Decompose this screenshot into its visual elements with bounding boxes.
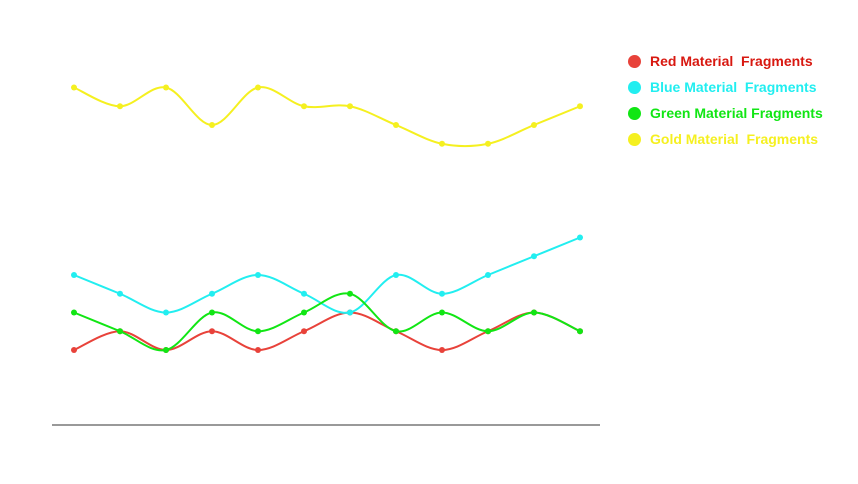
data-point-red-5[interactable] — [255, 347, 261, 353]
data-point-green-10[interactable] — [485, 328, 491, 335]
data-point-gold-2[interactable] — [117, 103, 123, 110]
data-point-gold-6[interactable] — [301, 103, 307, 110]
legend-marker-gold — [628, 132, 641, 146]
data-point-blue-1[interactable] — [71, 272, 77, 278]
data-point-green-2[interactable] — [117, 328, 123, 335]
data-point-green-6[interactable] — [301, 309, 307, 316]
series-line-blue — [73, 236, 581, 314]
data-point-blue-2[interactable] — [117, 290, 123, 297]
data-point-blue-3[interactable] — [163, 309, 169, 316]
data-point-gold-1[interactable] — [71, 84, 77, 91]
data-point-blue-7[interactable] — [347, 309, 353, 316]
data-point-gold-8[interactable] — [393, 122, 399, 128]
legend: Red Material Fragments Blue Material Fra… — [628, 48, 823, 152]
data-point-blue-11[interactable] — [531, 253, 537, 260]
legend-label-green: Green Material Fragments — [650, 105, 823, 121]
data-point-blue-6[interactable] — [301, 290, 307, 297]
data-point-gold-4[interactable] — [209, 122, 215, 128]
data-point-green-5[interactable] — [255, 328, 261, 335]
legend-item-gold[interactable]: Gold Material Fragments — [628, 126, 823, 152]
data-point-blue-12[interactable] — [577, 234, 583, 241]
data-point-green-8[interactable] — [393, 328, 399, 335]
data-point-blue-10[interactable] — [485, 272, 491, 278]
data-point-gold-5[interactable] — [255, 84, 261, 91]
data-point-green-3[interactable] — [163, 347, 169, 353]
data-point-gold-11[interactable] — [531, 122, 537, 128]
legend-label-gold: Gold Material Fragments — [650, 131, 819, 147]
data-point-blue-9[interactable] — [439, 290, 445, 297]
data-point-red-1[interactable] — [71, 347, 77, 353]
data-point-red-9[interactable] — [439, 347, 445, 353]
data-point-blue-8[interactable] — [393, 272, 399, 278]
data-point-green-1[interactable] — [71, 309, 77, 316]
legend-label-red: Red Material Fragments — [650, 53, 813, 69]
legend-marker-red — [628, 54, 641, 68]
data-point-red-4[interactable] — [209, 328, 215, 335]
data-point-gold-10[interactable] — [485, 140, 491, 147]
data-point-green-9[interactable] — [439, 309, 445, 316]
series-line-red — [73, 311, 581, 352]
data-point-blue-5[interactable] — [255, 272, 261, 278]
series-green — [71, 290, 583, 353]
data-point-green-11[interactable] — [531, 309, 537, 316]
series-layer — [71, 84, 583, 353]
data-point-green-7[interactable] — [347, 290, 353, 297]
series-blue — [71, 234, 583, 316]
data-point-gold-3[interactable] — [163, 84, 169, 91]
data-point-gold-7[interactable] — [347, 103, 353, 110]
legend-item-blue[interactable]: Blue Material Fragments — [628, 74, 823, 100]
data-point-green-12[interactable] — [577, 328, 583, 335]
series-line-green — [73, 292, 581, 352]
legend-item-green[interactable]: Green Material Fragments — [628, 100, 823, 126]
legend-label-blue: Blue Material Fragments — [650, 79, 817, 95]
legend-marker-blue — [628, 80, 641, 94]
legend-item-red[interactable]: Red Material Fragments — [628, 48, 823, 74]
data-point-green-4[interactable] — [209, 309, 215, 316]
data-point-gold-9[interactable] — [439, 140, 445, 147]
data-point-blue-4[interactable] — [209, 290, 215, 297]
data-point-gold-12[interactable] — [577, 103, 583, 110]
data-point-red-6[interactable] — [301, 328, 307, 335]
series-line-gold — [73, 86, 581, 148]
series-gold — [71, 84, 583, 148]
legend-marker-green — [628, 106, 641, 120]
